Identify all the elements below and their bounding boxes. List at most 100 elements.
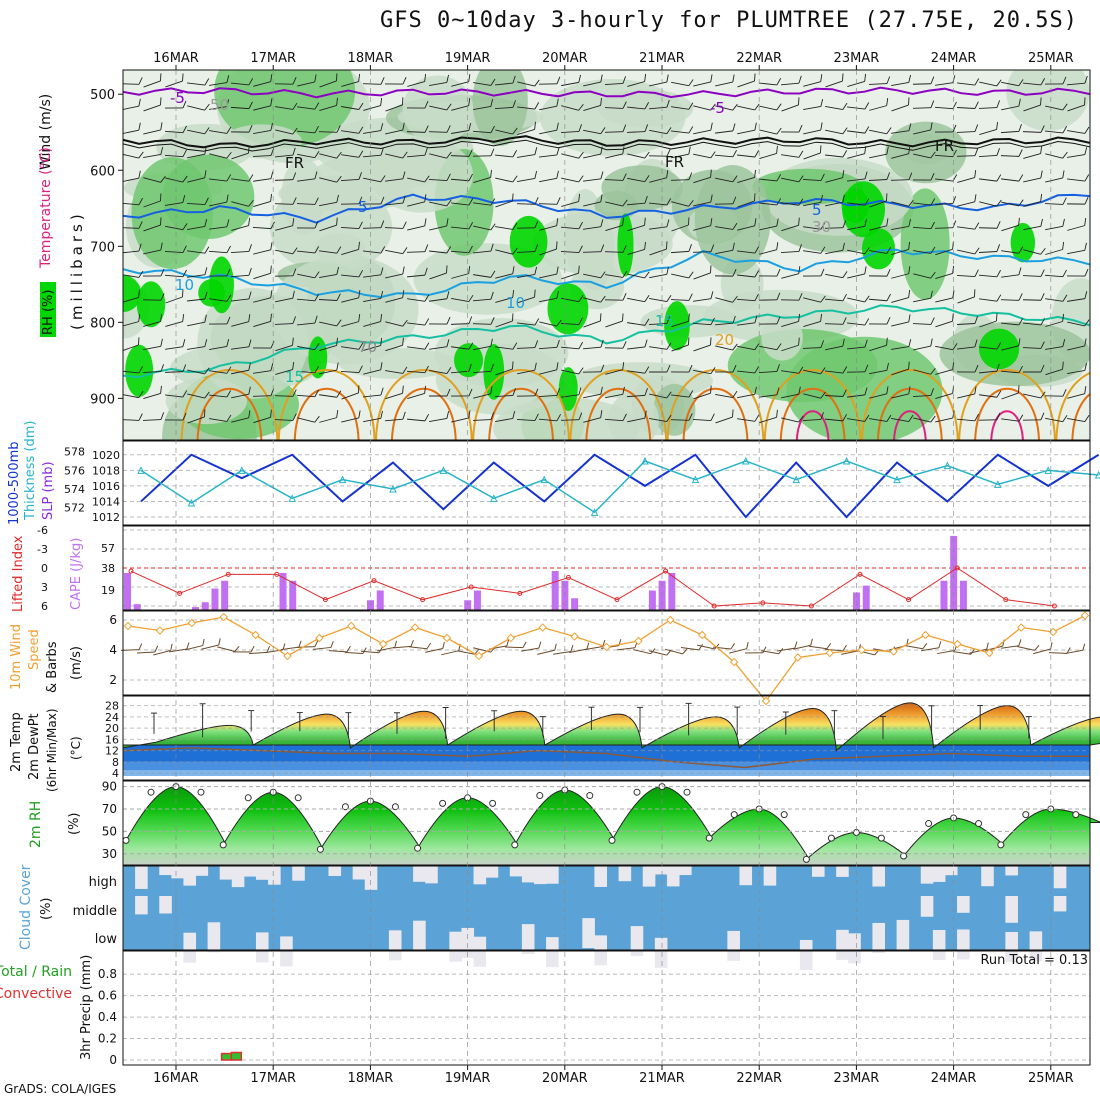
wind-barb [429,291,450,302]
y-tick-label: 4 [112,767,119,780]
y-tick-label: 24 [105,711,119,724]
wind-barb [649,198,672,206]
wind-barb [1045,294,1068,302]
wind-barb [319,390,342,398]
wind-marker [634,636,643,646]
wind-barb [561,295,584,303]
wind-barb [693,169,712,184]
wind-barb [803,391,826,399]
x-tick-label-top: 25MAR [1028,51,1074,66]
wind-barb [187,267,208,278]
wind-marker [793,653,803,662]
wind-barb [517,266,538,279]
wind-barb [319,246,342,254]
wind-barb [714,196,737,205]
wind-barb [1045,361,1064,376]
wind-barb [1001,98,1021,111]
wind-barb [1045,339,1066,350]
wind-barb [274,197,297,205]
contour-label: -5 [170,89,185,107]
wind-barb [319,319,342,327]
wind-barb [297,415,320,423]
wind-barb [429,218,449,231]
wind-barb [231,291,252,302]
cloud-clear-high [533,866,547,885]
wind-barb [737,150,760,158]
isotherm-warm [391,388,457,440]
wind-barb [274,413,297,421]
wind-barb [847,198,870,206]
wind-barb [605,217,624,232]
wind-barb [123,413,143,421]
contour-label: FR [665,153,684,171]
rh-marker [975,820,983,828]
wind-barb [1022,364,1045,373]
wind-barb [1022,341,1045,349]
wind-barb [209,99,230,110]
wind-barb [1022,293,1045,301]
wind-marker [1080,611,1090,620]
thickness-marker [842,456,851,465]
wind-barb [560,317,583,326]
lifted-marker [128,568,134,574]
wind-barb [1000,293,1023,301]
wind-barb [1045,103,1068,111]
wind-barb [296,640,319,648]
wind-barb [208,316,231,325]
wind-barb [913,271,936,279]
wind-barb [802,340,825,349]
wind-barb [869,362,889,375]
wind-barb [1023,145,1043,159]
wind-barb [164,269,187,278]
wind-barb [297,246,320,254]
wind-barb [123,122,141,135]
wind-barb [561,387,582,398]
wind-barb [253,313,272,328]
cloud-clear-high [654,866,668,875]
rh-marker [316,845,324,853]
wind-barb [230,124,253,133]
wind-barb [825,366,848,374]
x-tick-label-bottom: 24MAR [931,1071,977,1086]
wind-barb [340,196,363,205]
wind-barb [956,364,979,373]
wind-barb [847,414,870,422]
wind-barb [164,125,187,134]
lifted-tick-label: 3 [41,581,48,594]
wind-barb [715,123,736,134]
wind-barb [297,171,318,182]
wind-barb [209,390,232,398]
isotherm-warm [1071,393,1090,440]
wind-marker [602,642,611,652]
wind-barb [143,97,162,112]
cloud-clear-high [219,866,233,880]
wind-barb [385,195,406,206]
wind-barb [143,176,166,183]
wind-barb [913,122,933,135]
isotherm-warm [974,388,1040,440]
wind-barb [123,221,143,229]
wind-barb [714,315,736,326]
wind-barb [759,242,779,255]
wind-barb [429,265,448,280]
cape-bar [211,588,219,610]
cape-bar [571,598,579,610]
thickness-label-2: Thickness (dm) [23,421,38,521]
wind-barb [187,146,207,159]
wind-barb [385,319,408,327]
thickness-marker [1044,466,1053,474]
wind-barb [385,247,408,255]
wind-barb [582,339,604,350]
wind-barb [697,643,720,650]
wind-barb [583,219,604,230]
wind-barb [912,388,934,398]
y-tick-label: 700 [90,240,115,255]
wind-barb [583,194,603,207]
wind-barb [913,246,936,254]
wind-barb [362,196,385,205]
wind-barb [360,646,383,654]
y-tick-label: 0.6 [98,989,117,1003]
wind-barb [495,342,518,350]
wind-barb [472,363,494,374]
